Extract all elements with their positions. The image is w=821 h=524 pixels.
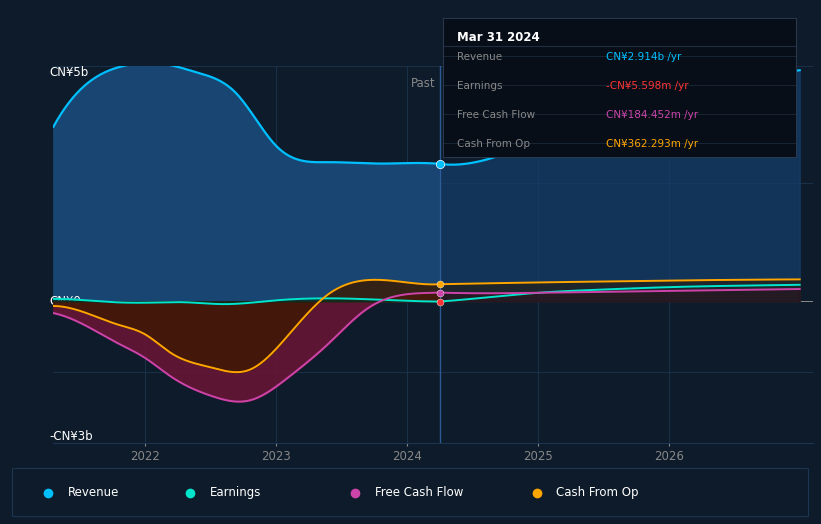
Text: -CN¥5.598m /yr: -CN¥5.598m /yr xyxy=(606,81,688,91)
Text: Cash From Op: Cash From Op xyxy=(557,486,639,499)
Text: CN¥2.914b /yr: CN¥2.914b /yr xyxy=(606,52,681,62)
Text: Free Cash Flow: Free Cash Flow xyxy=(375,486,463,499)
Text: Revenue: Revenue xyxy=(67,486,119,499)
Text: Past: Past xyxy=(411,77,436,90)
Text: Revenue: Revenue xyxy=(457,52,502,62)
Text: Earnings: Earnings xyxy=(209,486,261,499)
Text: Mar 31 2024: Mar 31 2024 xyxy=(457,31,540,44)
Text: Cash From Op: Cash From Op xyxy=(457,139,530,149)
Text: CN¥362.293m /yr: CN¥362.293m /yr xyxy=(606,139,698,149)
Text: Analysts Forecasts: Analysts Forecasts xyxy=(446,77,556,90)
Text: CN¥5b: CN¥5b xyxy=(49,66,89,79)
Text: CN¥0: CN¥0 xyxy=(49,295,81,308)
Text: Free Cash Flow: Free Cash Flow xyxy=(457,110,535,120)
Text: Earnings: Earnings xyxy=(457,81,503,91)
Text: -CN¥3b: -CN¥3b xyxy=(49,430,94,443)
Text: CN¥184.452m /yr: CN¥184.452m /yr xyxy=(606,110,698,120)
